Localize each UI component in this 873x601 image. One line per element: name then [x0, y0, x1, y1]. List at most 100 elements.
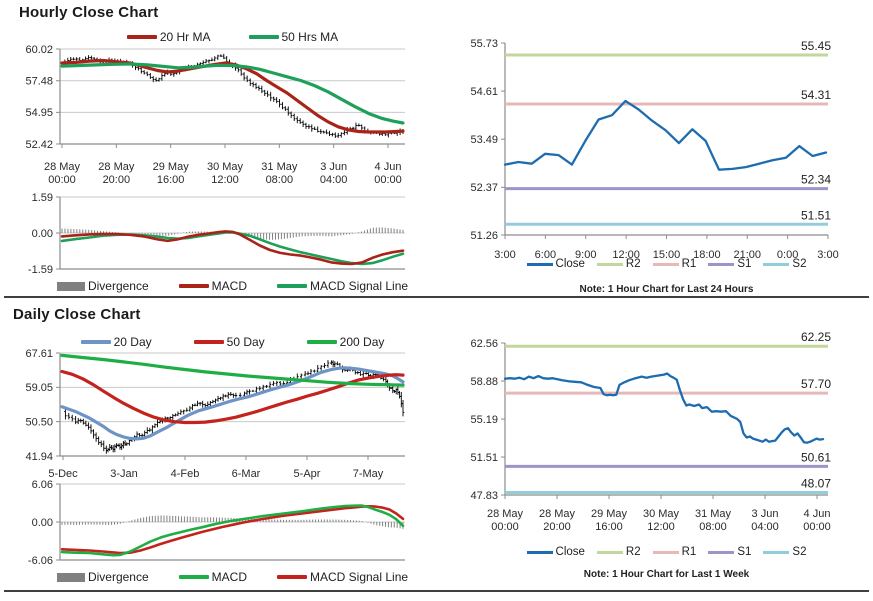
svg-text:52.34: 52.34 [801, 173, 831, 187]
svg-text:3-Jan: 3-Jan [110, 468, 138, 480]
daily-macd-chart: 6.06 0.00 -6.06 [28, 479, 405, 567]
svg-text:18:00: 18:00 [693, 249, 721, 261]
section-divider [4, 296, 869, 298]
line-swatch [80, 340, 111, 344]
svg-text:04:00: 04:00 [320, 174, 348, 186]
line-swatch [306, 340, 337, 344]
legend-item-r2: R2 [596, 546, 641, 558]
bar-swatch [56, 281, 85, 291]
svg-text:3 Jun: 3 Jun [320, 161, 347, 173]
svg-text:31 May: 31 May [261, 161, 298, 173]
svg-text:47.83: 47.83 [470, 490, 498, 502]
svg-text:48.07: 48.07 [801, 477, 831, 491]
svg-text:0.00: 0.00 [32, 517, 53, 529]
bottom-divider [4, 590, 869, 592]
legend-label: R1 [681, 258, 697, 270]
legend-label: S2 [792, 258, 807, 270]
svg-text:7-May: 7-May [353, 468, 384, 480]
legend-item-20hr-ma: 20 Hr MA [126, 30, 211, 44]
legend-item-macd: MACD [178, 570, 247, 584]
svg-text:9:00: 9:00 [575, 249, 596, 261]
bar-swatch [56, 572, 85, 582]
svg-text:55.73: 55.73 [470, 38, 498, 50]
svg-text:51.51: 51.51 [801, 208, 831, 222]
svg-text:-6.06: -6.06 [28, 555, 53, 567]
legend-label: R1 [681, 546, 697, 558]
line-swatch [526, 550, 553, 554]
svg-text:57.70: 57.70 [801, 377, 831, 391]
svg-text:0.00: 0.00 [32, 228, 53, 240]
svg-text:12:00: 12:00 [211, 174, 239, 186]
daily-macd-legend: Divergence MACD MACD Signal Line [56, 570, 408, 584]
legend-item-r1: R1 [652, 258, 697, 270]
svg-text:62.56: 62.56 [470, 338, 498, 350]
svg-text:20:00: 20:00 [543, 521, 571, 533]
legend-item-200day: 200 Day [306, 335, 385, 349]
line-swatch [763, 262, 790, 266]
legend-label: 200 Day [339, 335, 385, 349]
hourly-macd-legend: Divergence MACD MACD Signal Line [56, 279, 408, 293]
svg-text:00:00: 00:00 [803, 521, 831, 533]
svg-text:08:00: 08:00 [699, 521, 727, 533]
svg-text:4-Feb: 4-Feb [171, 468, 200, 480]
hourly-section-title: Hourly Close Chart [19, 4, 159, 21]
svg-text:6.06: 6.06 [32, 479, 53, 491]
svg-text:53.49: 53.49 [470, 134, 498, 146]
legend-item-macd-signal: MACD Signal Line [277, 279, 408, 293]
line-swatch [708, 262, 735, 266]
legend-label: 50 Hrs MA [281, 30, 339, 44]
daily-pivot-legend: Close R2 R1 S1 S2 [505, 546, 828, 558]
daily-pivot-note: Note: 1 Hour Chart for Last 1 Week [583, 569, 750, 580]
hourly-price-legend: 20 Hr MA 50 Hrs MA [60, 30, 405, 44]
line-swatch [178, 575, 209, 579]
legend-label: R2 [625, 546, 641, 558]
legend-item-s1: S1 [708, 546, 751, 558]
legend-item-s1: S1 [708, 258, 751, 270]
svg-text:28 May: 28 May [98, 161, 135, 173]
svg-text:30 May: 30 May [207, 161, 244, 173]
svg-text:50.50: 50.50 [25, 416, 53, 428]
svg-text:20:00: 20:00 [103, 174, 131, 186]
legend-item-close: Close [526, 546, 585, 558]
line-swatch [526, 262, 553, 266]
svg-text:50.61: 50.61 [801, 450, 831, 464]
svg-text:28 May: 28 May [44, 161, 81, 173]
svg-text:30 May: 30 May [643, 508, 680, 520]
svg-text:12:00: 12:00 [612, 249, 640, 261]
svg-text:51.51: 51.51 [470, 452, 498, 464]
line-swatch [126, 35, 157, 39]
hourly-macd-chart: 1.59 0.00 -1.59 [28, 192, 405, 276]
svg-text:00:00: 00:00 [48, 174, 76, 186]
svg-text:00:00: 00:00 [491, 521, 519, 533]
svg-text:54.61: 54.61 [470, 86, 498, 98]
line-swatch [708, 550, 735, 554]
hourly-pivot-note: Note: 1 Hour Chart for Last 24 Hours [579, 284, 754, 295]
svg-text:00:00: 00:00 [374, 174, 402, 186]
svg-text:55.19: 55.19 [470, 414, 498, 426]
line-swatch [763, 550, 790, 554]
svg-text:4 Jun: 4 Jun [804, 508, 831, 520]
svg-text:5-Dec: 5-Dec [48, 468, 78, 480]
legend-label: S1 [737, 258, 752, 270]
svg-text:51.26: 51.26 [470, 230, 498, 242]
svg-text:6-Mar: 6-Mar [232, 468, 261, 480]
svg-text:08:00: 08:00 [266, 174, 294, 186]
legend-label: Divergence [87, 570, 149, 584]
legend-label: Divergence [87, 279, 149, 293]
legend-label: 20 Day [113, 335, 152, 349]
svg-text:57.48: 57.48 [25, 76, 53, 88]
svg-text:21:00: 21:00 [733, 249, 761, 261]
svg-text:-1.59: -1.59 [28, 264, 53, 276]
legend-item-20day: 20 Day [80, 335, 152, 349]
line-swatch [277, 284, 307, 288]
legend-label: MACD Signal Line [310, 279, 409, 293]
daily-price-chart: 67.61 59.05 50.50 41.94 5-Dec 3-Jan 4-Feb 6-Mar… [25, 348, 405, 480]
line-swatch [596, 262, 623, 266]
legend-item-r1: R1 [652, 546, 697, 558]
svg-text:29 May: 29 May [153, 161, 190, 173]
legend-item-macd-signal: MACD Signal Line [277, 570, 408, 584]
svg-text:29 May: 29 May [591, 508, 628, 520]
legend-item-close: Close [526, 258, 585, 270]
svg-text:62.25: 62.25 [801, 330, 831, 344]
